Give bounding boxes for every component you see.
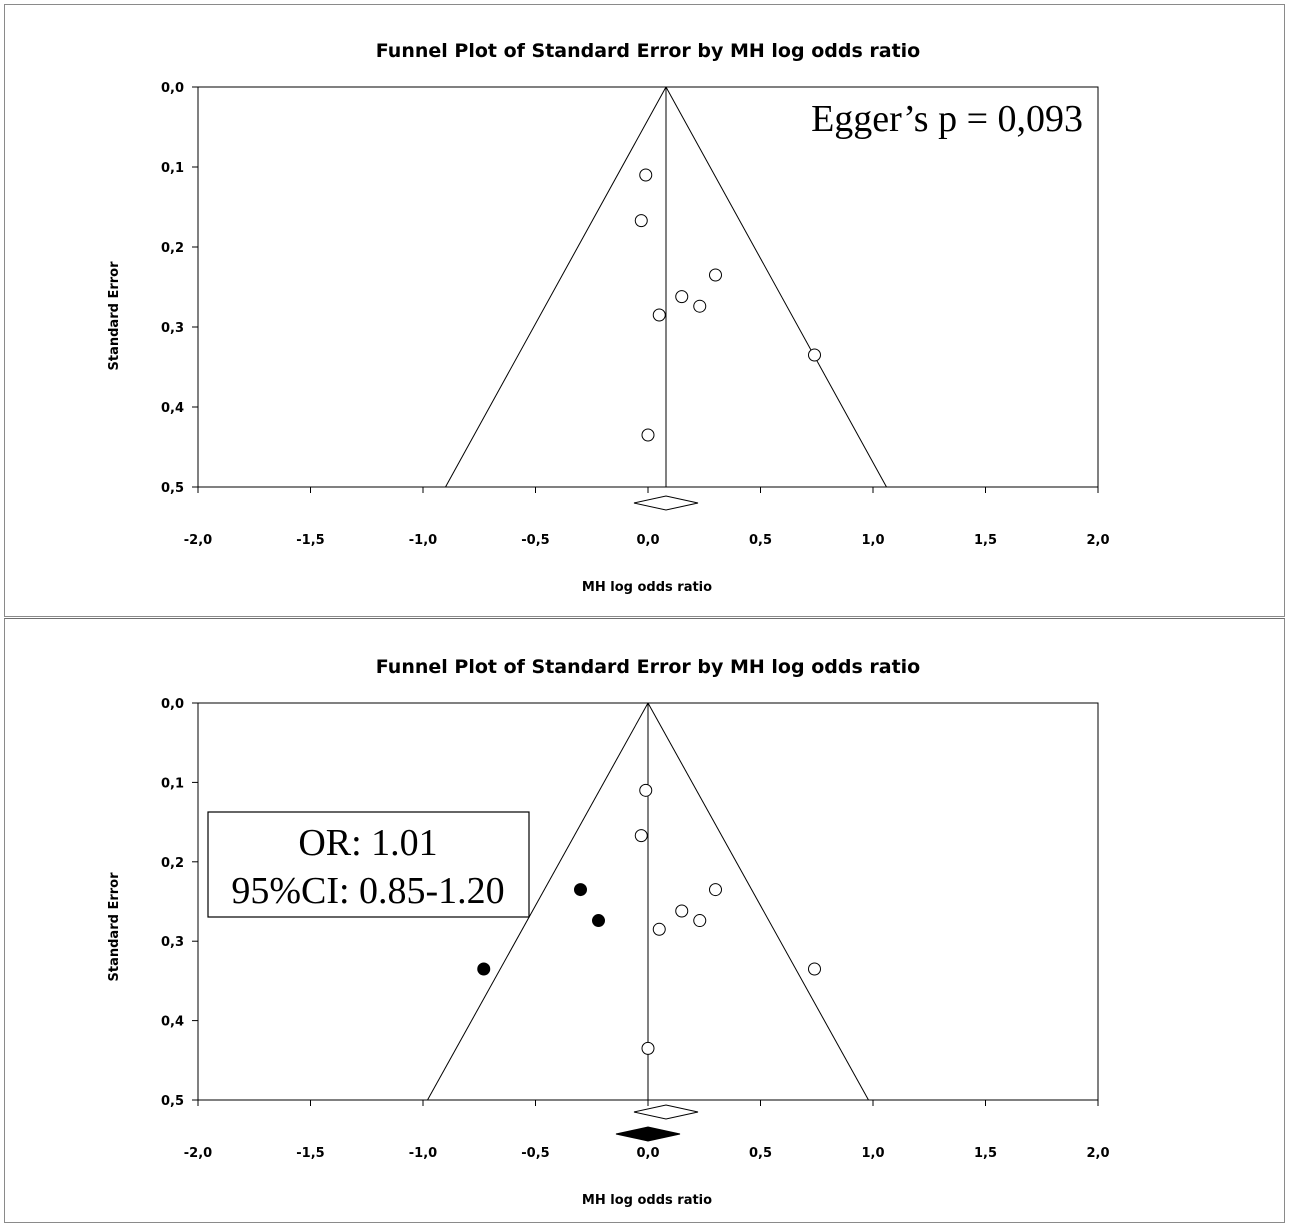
x-tick-label: -1,5 [296, 533, 324, 548]
y-axis-label: Standard Error [107, 261, 122, 371]
y-tick-label: 0,3 [161, 321, 184, 336]
y-tick-label: 0,4 [161, 401, 184, 416]
observed-study-point [634, 214, 648, 228]
y-tick-label: 0,3 [161, 935, 184, 950]
x-tick-label: 0,5 [749, 533, 772, 548]
y-tick-label: 0,2 [161, 856, 184, 871]
observed-study-point [693, 914, 707, 928]
y-axis-label: Standard Error [107, 872, 122, 982]
observed-study-point [709, 268, 722, 282]
imputed-study-point [574, 883, 587, 897]
chart-marks-bottom: -2,0 -1,5 -1,0 -0,5 0,0 0,5 1,0 1,5 2,0 0,0 0,1 0,2… [161, 697, 1110, 1161]
y-tick-label: 0,0 [161, 697, 184, 712]
x-tick-label: -1,5 [296, 1146, 324, 1161]
observed-study-point [641, 1041, 655, 1055]
x-tick-label: 1,5 [974, 1146, 997, 1161]
observed-study-point [675, 904, 689, 918]
chart-title: Funnel Plot of Standard Error by MH log … [376, 656, 920, 678]
chart-marks-top: -2,0 -1,5 -1,0 -0,5 0,0 0,5 1,0 1,5 2,0 0,0 0,1 0,2… [161, 81, 1110, 548]
imputed-study-point [592, 914, 605, 928]
x-tick-label: -1,0 [409, 533, 437, 548]
funnel-right-limit [647, 702, 869, 1101]
eggers-p-annotation: Egger’s p = 0,093 [811, 98, 1083, 140]
chart-title: Funnel Plot of Standard Error by MH log … [376, 40, 920, 62]
ci-annotation: 95%CI: 0.85-1.20 [231, 870, 504, 912]
funnel-right-limit [665, 86, 887, 488]
y-tick-label: 0,5 [161, 481, 184, 496]
x-tick-label: 0,5 [749, 1146, 772, 1161]
y-tick-label: 0,1 [161, 776, 184, 791]
x-tick-label: -1,0 [409, 1146, 437, 1161]
funnel-plot-chart-bottom: Funnel Plot of Standard Error by MH log … [107, 656, 1110, 1208]
observed-study-point [639, 168, 653, 182]
x-tick-label: 0,0 [636, 533, 659, 548]
x-tick-label: -0,5 [521, 533, 549, 548]
funnel-plot-panel-top: Funnel Plot of Standard Error by MH log … [4, 4, 1285, 617]
funnel-left-limit [445, 86, 667, 488]
observed-study-point [675, 290, 689, 304]
x-tick-label: -2,0 [184, 533, 212, 548]
observed-study-point [634, 829, 648, 843]
observed-summary-diamond [633, 1104, 699, 1120]
y-tick-label: 0,5 [161, 1094, 184, 1109]
observed-study-point [639, 783, 653, 797]
x-tick-label: 2,0 [1086, 1146, 1109, 1161]
observed-study-point [652, 308, 666, 322]
observed-study-point [652, 922, 666, 936]
y-tick-label: 0,0 [161, 81, 184, 96]
or-annotation-box [207, 811, 530, 918]
funnel-plot-panel-bottom: Funnel Plot of Standard Error by MH log … [4, 618, 1285, 1223]
x-axis-label: MH log odds ratio [582, 1193, 712, 1208]
x-tick-label: 1,0 [861, 533, 884, 548]
y-tick-label: 0,2 [161, 241, 184, 256]
adjusted-summary-diamond [615, 1126, 681, 1142]
imputed-study-point [477, 962, 491, 976]
y-tick-label: 0,1 [161, 161, 184, 176]
observed-study-point [808, 348, 821, 362]
x-axis-label: MH log odds ratio [582, 580, 712, 595]
x-tick-label: 1,5 [974, 533, 997, 548]
x-tick-label: -0,5 [521, 1146, 549, 1161]
plot-area-frame [197, 86, 1099, 488]
observed-summary-diamond [633, 495, 699, 511]
x-tick-label: 1,0 [861, 1146, 884, 1161]
funnel-plot-chart-top: Funnel Plot of Standard Error by MH log … [107, 40, 1110, 595]
x-tick-label: -2,0 [184, 1146, 212, 1161]
x-tick-label: 0,0 [636, 1146, 659, 1161]
observed-study-point [693, 299, 707, 313]
funnel-left-limit [427, 702, 649, 1101]
x-tick-label: 2,0 [1086, 533, 1109, 548]
observed-study-point [641, 428, 655, 442]
observed-study-point [709, 883, 722, 897]
or-annotation: OR: 1.01 [298, 822, 437, 864]
observed-study-point [808, 962, 821, 976]
y-tick-label: 0,4 [161, 1015, 184, 1030]
